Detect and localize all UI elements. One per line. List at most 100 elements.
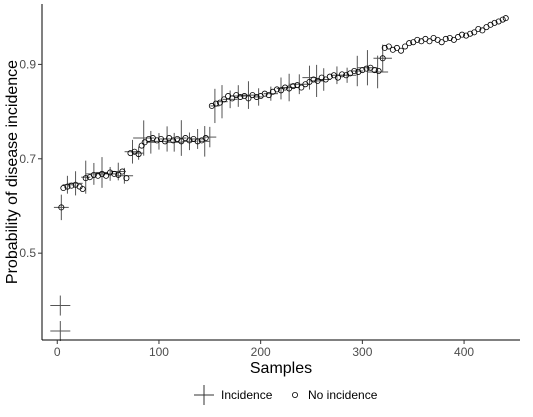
y-axis-title: Probability of disease incidence: [4, 60, 21, 284]
no-incidence-point: [379, 55, 386, 62]
no-incidence-point: [359, 67, 366, 74]
no-incidence-point: [107, 169, 114, 176]
no-incidence-point: [115, 171, 122, 178]
x-tick-label: 100: [149, 345, 169, 359]
x-tick-label: 200: [251, 345, 271, 359]
incidence-point: [337, 67, 357, 83]
legend-key-incidence: [194, 385, 214, 405]
no-incidence-point: [212, 100, 219, 107]
no-incidence-point: [127, 150, 134, 157]
no-incidence-point: [216, 99, 223, 106]
incidence-point: [148, 133, 170, 150]
no-incidence-point: [450, 36, 457, 43]
no-incidence-point: [253, 93, 260, 100]
no-incidence-point: [326, 73, 333, 80]
no-incidence-point: [103, 172, 110, 179]
no-incidence-point: [178, 138, 185, 145]
no-incidence-point: [363, 65, 370, 72]
no-incidence-point: [375, 68, 382, 75]
incidence-point: [203, 126, 217, 148]
no-incidence-point: [245, 95, 252, 102]
no-incidence-point: [442, 35, 449, 42]
no-incidence-point: [402, 43, 409, 50]
incidence-point: [133, 146, 144, 160]
incidence-point: [50, 295, 71, 316]
incidence-point: [96, 157, 108, 188]
x-tick-label: 400: [454, 345, 474, 359]
no-incidence-point: [475, 26, 482, 33]
no-incidence-point: [414, 36, 421, 43]
no-incidence-point: [153, 137, 160, 144]
no-incidence-point: [381, 44, 388, 51]
no-incidence-point: [385, 43, 392, 50]
no-incidence-point: [261, 90, 268, 97]
no-incidence-point: [141, 139, 148, 146]
no-incidence-point: [64, 183, 71, 190]
no-incidence-point: [277, 87, 284, 94]
no-incidence-point: [273, 86, 280, 93]
no-incidence-point: [314, 77, 321, 84]
open-circle-icon: [291, 391, 298, 398]
no-incidence-point: [145, 135, 152, 142]
no-incidence-point: [406, 40, 413, 47]
incidence-point: [367, 55, 389, 89]
no-incidence-point: [334, 74, 341, 81]
no-incidence-point: [322, 76, 329, 83]
incidence-point: [53, 194, 69, 221]
no-incidence-point: [162, 138, 169, 145]
incidence-point: [81, 160, 91, 194]
incidence-point: [50, 321, 71, 342]
no-incidence-point: [58, 204, 65, 211]
no-incidence-point: [438, 39, 445, 46]
no-incidence-point: [282, 84, 289, 91]
no-incidence-point: [202, 135, 209, 142]
no-incidence-point: [290, 83, 297, 90]
no-incidence-point: [393, 44, 400, 51]
no-incidence-point: [310, 76, 317, 83]
no-incidence-point: [467, 30, 474, 37]
y-tick-label: 0.9: [19, 57, 36, 71]
no-incidence-point: [339, 71, 346, 78]
legend: Incidence No incidence: [194, 385, 378, 405]
no-incidence-point: [298, 84, 305, 91]
incidence-point: [253, 88, 264, 106]
no-incidence-point: [459, 31, 466, 38]
incidence-point: [62, 175, 73, 194]
no-incidence-point: [60, 185, 67, 192]
incidence-point: [351, 55, 364, 87]
incidence-point: [176, 120, 187, 156]
no-incidence-point: [351, 68, 358, 75]
no-incidence-point: [229, 95, 236, 102]
incidence-point: [276, 77, 286, 100]
no-incidence-point: [237, 93, 244, 100]
x-axis-title: Samples: [250, 360, 312, 377]
y-tick-label: 0.7: [19, 152, 36, 166]
legend-label-incidence: Incidence: [221, 388, 273, 402]
no-incidence-point: [82, 175, 89, 182]
incidence-point: [115, 167, 134, 184]
no-incidence-point: [471, 29, 478, 36]
no-incidence-point: [491, 19, 498, 26]
no-incidence-point: [194, 138, 201, 145]
no-incidence-point: [170, 137, 177, 144]
no-incidence-point: [371, 67, 378, 74]
no-incidence-point: [138, 142, 145, 149]
no-incidence-point: [502, 15, 509, 22]
no-incidence-point: [123, 175, 130, 182]
incidence-point: [288, 74, 310, 95]
no-incidence-point: [221, 96, 228, 103]
y-tick-label: 0.5: [19, 246, 36, 260]
incidence-point: [165, 132, 183, 152]
no-incidence-series: [58, 15, 509, 211]
no-incidence-point: [479, 27, 486, 34]
x-tick-label: 0: [54, 345, 61, 359]
legend-label-no-incidence: No incidence: [308, 388, 378, 402]
incidence-series: [50, 44, 392, 342]
incidence-point: [199, 126, 210, 157]
axes: 0 100 200 300 400 0.5 0.7 0.9 Samples Probability…: [4, 4, 520, 377]
no-incidence-point: [90, 171, 97, 178]
incidence-point: [302, 65, 317, 90]
no-incidence-point: [135, 151, 142, 158]
